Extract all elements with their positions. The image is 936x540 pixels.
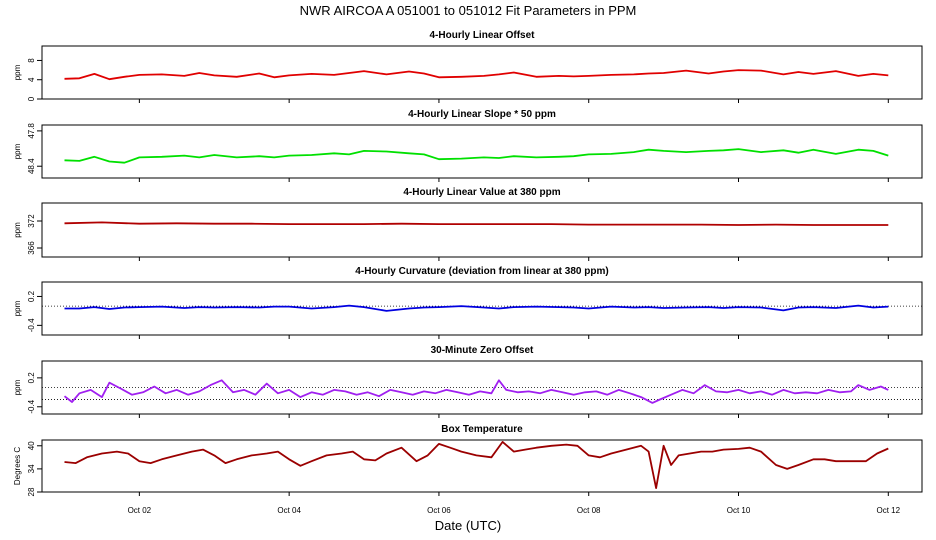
- y-tick-label: 0: [27, 96, 36, 101]
- data-series-line: [64, 69, 889, 81]
- panel-3: 4-Hourly Linear Value at 380 ppm 372 366 pp…: [13, 187, 923, 261]
- panel-title: 4-Hourly Linear Offset: [429, 30, 535, 41]
- panel-5: 30-Minute Zero Offset 0.2 -0.4 ppm: [13, 345, 923, 418]
- y-tick-label: 8: [27, 58, 36, 63]
- panel-title: 4-Hourly Curvature (deviation from linea…: [355, 266, 608, 277]
- x-axis-label: Date (UTC): [435, 518, 501, 533]
- data-series-line: [64, 304, 889, 312]
- panel-title: Box Temperature: [441, 424, 523, 435]
- y-tick-label: 0.2: [27, 372, 36, 384]
- x-tick-label: Oct 04: [277, 506, 301, 515]
- plot-frame: [41, 45, 923, 100]
- plot-frame: [41, 439, 923, 493]
- y-axis-label: ppm: [13, 300, 22, 316]
- panel-2: 4-Hourly Linear Slope * 50 ppm 48.4 47.8 pp…: [13, 109, 923, 182]
- y-axis-label: ppm: [13, 222, 22, 238]
- panel-1: 4-Hourly Linear Offset 0 4 8 ppm: [13, 30, 923, 103]
- x-tick-label: Oct 12: [877, 506, 901, 515]
- panel-title: 4-Hourly Linear Value at 380 ppm: [403, 187, 560, 198]
- plot-frame: [41, 281, 923, 336]
- x-tick-label: Oct 08: [577, 506, 601, 515]
- y-tick-label: 366: [27, 241, 36, 255]
- panel-title: 4-Hourly Linear Slope * 50 ppm: [408, 109, 556, 120]
- y-axis-label: Degrees C: [13, 447, 22, 485]
- x-axis: Oct 02 Oct 04 Oct 06 Oct 08 Oct 10 Oct 12: [128, 506, 901, 515]
- y-tick-label: 28: [27, 487, 36, 496]
- plot-frame: [41, 124, 923, 179]
- data-series-line: [64, 221, 889, 226]
- data-series-line: [64, 440, 889, 490]
- data-series-line: [64, 148, 889, 164]
- plot-frame: [41, 202, 923, 258]
- x-tick-label: Oct 10: [727, 506, 751, 515]
- figure-title: NWR AIRCOA A 051001 to 051012 Fit Parame…: [300, 3, 637, 18]
- y-tick-label: 4: [27, 77, 36, 82]
- x-tick-label: Oct 06: [427, 506, 451, 515]
- y-axis-label: ppm: [13, 64, 22, 80]
- y-tick-label: 40: [27, 441, 36, 450]
- y-tick-label: 47.8: [27, 123, 36, 139]
- panel-title: 30-Minute Zero Offset: [431, 345, 534, 356]
- panel-6: Box Temperature 28 34 40 Degrees C: [13, 424, 923, 496]
- y-tick-label: -0.4: [27, 318, 36, 332]
- y-axis-label: ppm: [13, 379, 22, 395]
- y-tick-label: 34: [27, 464, 36, 473]
- y-tick-label: 0.2: [27, 290, 36, 302]
- y-tick-label: 372: [27, 214, 36, 228]
- y-tick-label: -0.4: [27, 399, 36, 413]
- y-tick-label: 48.4: [27, 158, 36, 174]
- panel-4: 4-Hourly Curvature (deviation from linea…: [13, 266, 923, 339]
- data-series-line: [63, 379, 889, 404]
- x-tick-label: Oct 02: [128, 506, 152, 515]
- y-axis-label: ppm: [13, 143, 22, 159]
